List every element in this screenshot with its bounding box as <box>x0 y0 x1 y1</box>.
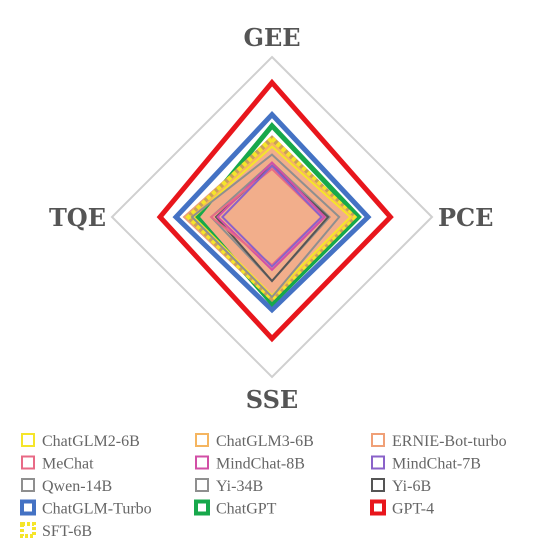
series-chatglm-turbo <box>172 110 372 314</box>
legend-label: ChatGLM-Turbo <box>42 501 152 518</box>
legend-swatch <box>21 433 35 447</box>
legend-swatch <box>370 499 386 516</box>
legend-label: ChatGLM2-6B <box>42 433 140 450</box>
axis-label-tqe: TQE <box>49 203 106 232</box>
legend-swatch <box>20 499 36 516</box>
legend-swatch <box>371 433 385 447</box>
legend-swatch <box>21 478 35 492</box>
legend-swatch <box>371 455 385 470</box>
legend-label: MindChat-7B <box>392 456 481 473</box>
legend-label: MindChat-8B <box>216 456 305 473</box>
legend-label: ChatGLM3-6B <box>216 433 314 450</box>
legend-swatch <box>195 455 209 470</box>
legend: ChatGLM2-6B ChatGLM3-6B ERNIE-Bot-turbo MeC… <box>20 433 507 540</box>
legend-label: ERNIE-Bot-turbo <box>392 433 507 450</box>
legend-label: GPT-4 <box>392 501 434 518</box>
legend-swatch <box>371 478 385 492</box>
legend-label: MeChat <box>42 456 94 473</box>
legend-swatch <box>21 455 35 470</box>
series-layer <box>156 78 394 343</box>
grid-outer <box>110 55 434 379</box>
radar-grid <box>110 55 434 379</box>
legend-swatch <box>195 478 209 492</box>
legend-label: SFT-6B <box>42 523 92 540</box>
series-qwen-14b <box>190 153 341 299</box>
series-gpt-4 <box>156 78 394 343</box>
series-sft-6b-underlay <box>185 135 358 303</box>
series-chatglm2-6b <box>192 145 352 297</box>
legend-swatch <box>20 522 36 538</box>
legend-label: ChatGPT <box>216 501 277 518</box>
legend-label: Qwen-14B <box>42 478 112 495</box>
axis-label-pce: PCE <box>438 203 493 232</box>
series-mindchat-7b <box>220 164 324 269</box>
legend-swatch <box>194 499 210 516</box>
legend-label: Yi-34B <box>216 478 263 495</box>
axis-label-sse: SSE <box>246 385 298 414</box>
legend-label: Yi-6B <box>392 478 431 495</box>
legend-swatch <box>195 433 209 447</box>
axis-label-gee: GEE <box>243 23 300 52</box>
